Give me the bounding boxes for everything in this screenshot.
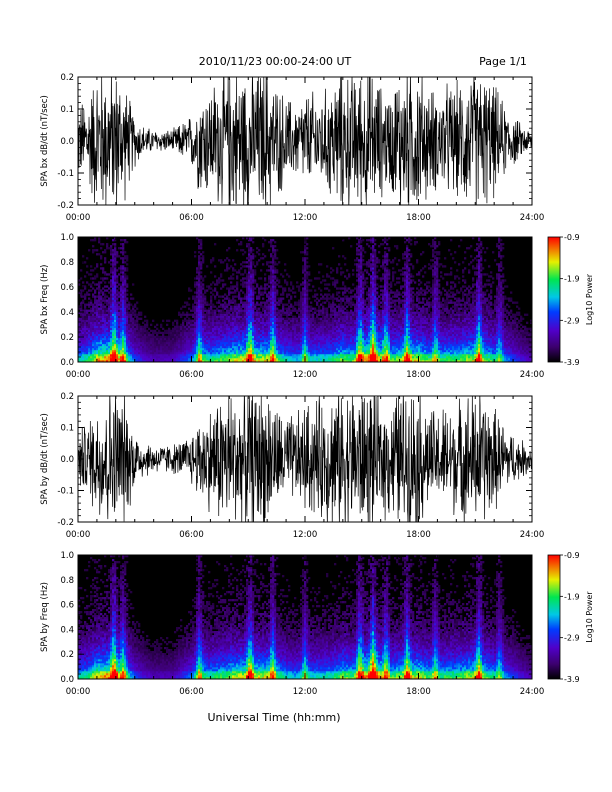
y-tick-label: 0.8 <box>60 576 74 586</box>
y-tick-label: 0.8 <box>60 258 74 268</box>
y-axis-title: SPA bx Freq (Hz) <box>40 264 50 334</box>
x-tick-label: 12:00 <box>293 530 318 540</box>
x-tick-label: 00:00 <box>66 687 91 697</box>
colorbar-tick-label: -3.9 <box>564 358 580 367</box>
x-tick-label: 00:00 <box>66 213 91 223</box>
panel-1-axes: 00:00 06:00 12:00 18:00 24:00 -0.2 -0.1 0.0 0.1 0… <box>40 73 544 223</box>
panel-3-axes: 00:00 06:00 12:00 18:00 24:00 -0.2 -0.1 0.0 0.1 0… <box>40 392 544 540</box>
x-axis-title: Universal Time (hh:mm) <box>208 711 341 724</box>
colorbar-gradient <box>547 236 561 363</box>
colorbar-gradient <box>547 554 561 680</box>
y-tick-label: 0.4 <box>60 625 74 635</box>
y-tick-label: 0.6 <box>60 283 74 293</box>
x-tick-label: 24:00 <box>520 687 545 697</box>
waveform-series <box>78 396 532 522</box>
y-tick-label: 1.0 <box>60 551 74 561</box>
x-tick-label: 24:00 <box>520 530 545 540</box>
waveform-series <box>78 77 532 205</box>
colorbar-tick-label: -1.9 <box>564 592 580 601</box>
y-tick-label: 0.0 <box>60 358 74 368</box>
colorbar: -0.9 -1.9 -2.9 -3.9 Log10 Power <box>547 551 594 684</box>
y-tick-label: -0.2 <box>57 518 74 528</box>
x-tick-label: 00:00 <box>66 370 91 380</box>
x-tick-label: 18:00 <box>406 370 431 380</box>
y-tick-label: 0.0 <box>60 137 74 147</box>
y-tick-label: 0.2 <box>60 333 74 343</box>
colorbar-title: Log10 Power <box>585 591 594 643</box>
x-tick-label: 12:00 <box>293 370 318 380</box>
y-tick-label: 0.1 <box>60 105 74 115</box>
y-tick-label: -0.1 <box>57 169 74 179</box>
y-axis-title: SPA by dB/dt (nT/sec) <box>40 413 50 505</box>
y-axis-title: SPA by Freq (Hz) <box>40 582 50 652</box>
y-tick-label: 0.1 <box>60 424 74 434</box>
y-tick-label: 0.2 <box>60 392 74 402</box>
y-tick-label: -0.1 <box>57 487 74 497</box>
page-number: Page 1/1 <box>479 55 527 68</box>
y-tick-label: 0.6 <box>60 601 74 611</box>
y-tick-label: 0.2 <box>60 650 74 660</box>
y-axis-title: SPA bx dB/dt (nT/sec) <box>40 95 50 187</box>
y-tick-label: 0.0 <box>60 455 74 465</box>
panel-4-spectrogram <box>78 555 533 680</box>
x-tick-label: 18:00 <box>406 687 431 697</box>
colorbar-tick-label: -3.9 <box>564 675 580 684</box>
colorbar-tick-label: -0.9 <box>564 233 580 242</box>
panel-2-spectrogram <box>78 237 533 363</box>
x-tick-label: 18:00 <box>406 213 431 223</box>
x-tick-label: 06:00 <box>179 687 204 697</box>
colorbar: -0.9 -1.9 -2.9 -3.9 Log10 Power <box>547 233 594 367</box>
x-tick-label: 24:00 <box>520 370 545 380</box>
colorbar-tick-label: -1.9 <box>564 275 580 284</box>
panels: 00:00 06:00 12:00 18:00 24:00 -0.2 -0.1 0.0 0.1 0… <box>40 73 594 697</box>
x-tick-label: 24:00 <box>520 213 545 223</box>
x-tick-label: 06:00 <box>179 213 204 223</box>
panel-3-waveform <box>78 396 532 522</box>
panel-4-axes: 00:00 06:00 12:00 18:00 24:00 0.0 0.2 0.4 0.6 0.8… <box>40 551 544 697</box>
colorbar-tick-label: -0.9 <box>564 551 580 560</box>
y-tick-label: 0.2 <box>60 73 74 83</box>
colorbar-tick-label: -2.9 <box>564 634 580 643</box>
y-tick-label: -0.2 <box>57 201 74 211</box>
page-title: 2010/11/23 00:00-24:00 UT <box>199 55 352 68</box>
colorbar-title: Log10 Power <box>585 273 594 325</box>
x-tick-label: 12:00 <box>293 213 318 223</box>
x-tick-label: 06:00 <box>179 530 204 540</box>
panel-1-waveform <box>78 77 532 205</box>
y-tick-label: 0.4 <box>60 308 74 318</box>
x-tick-label: 18:00 <box>406 530 431 540</box>
panel-2-axes: 00:00 06:00 12:00 18:00 24:00 0.0 0.2 0.4 0.6 0.8… <box>40 233 544 380</box>
y-tick-label: 0.0 <box>60 675 74 685</box>
x-tick-label: 06:00 <box>179 370 204 380</box>
y-tick-label: 1.0 <box>60 233 74 243</box>
x-tick-label: 12:00 <box>293 687 318 697</box>
x-tick-label: 00:00 <box>66 530 91 540</box>
colorbar-tick-label: -2.9 <box>564 316 580 325</box>
